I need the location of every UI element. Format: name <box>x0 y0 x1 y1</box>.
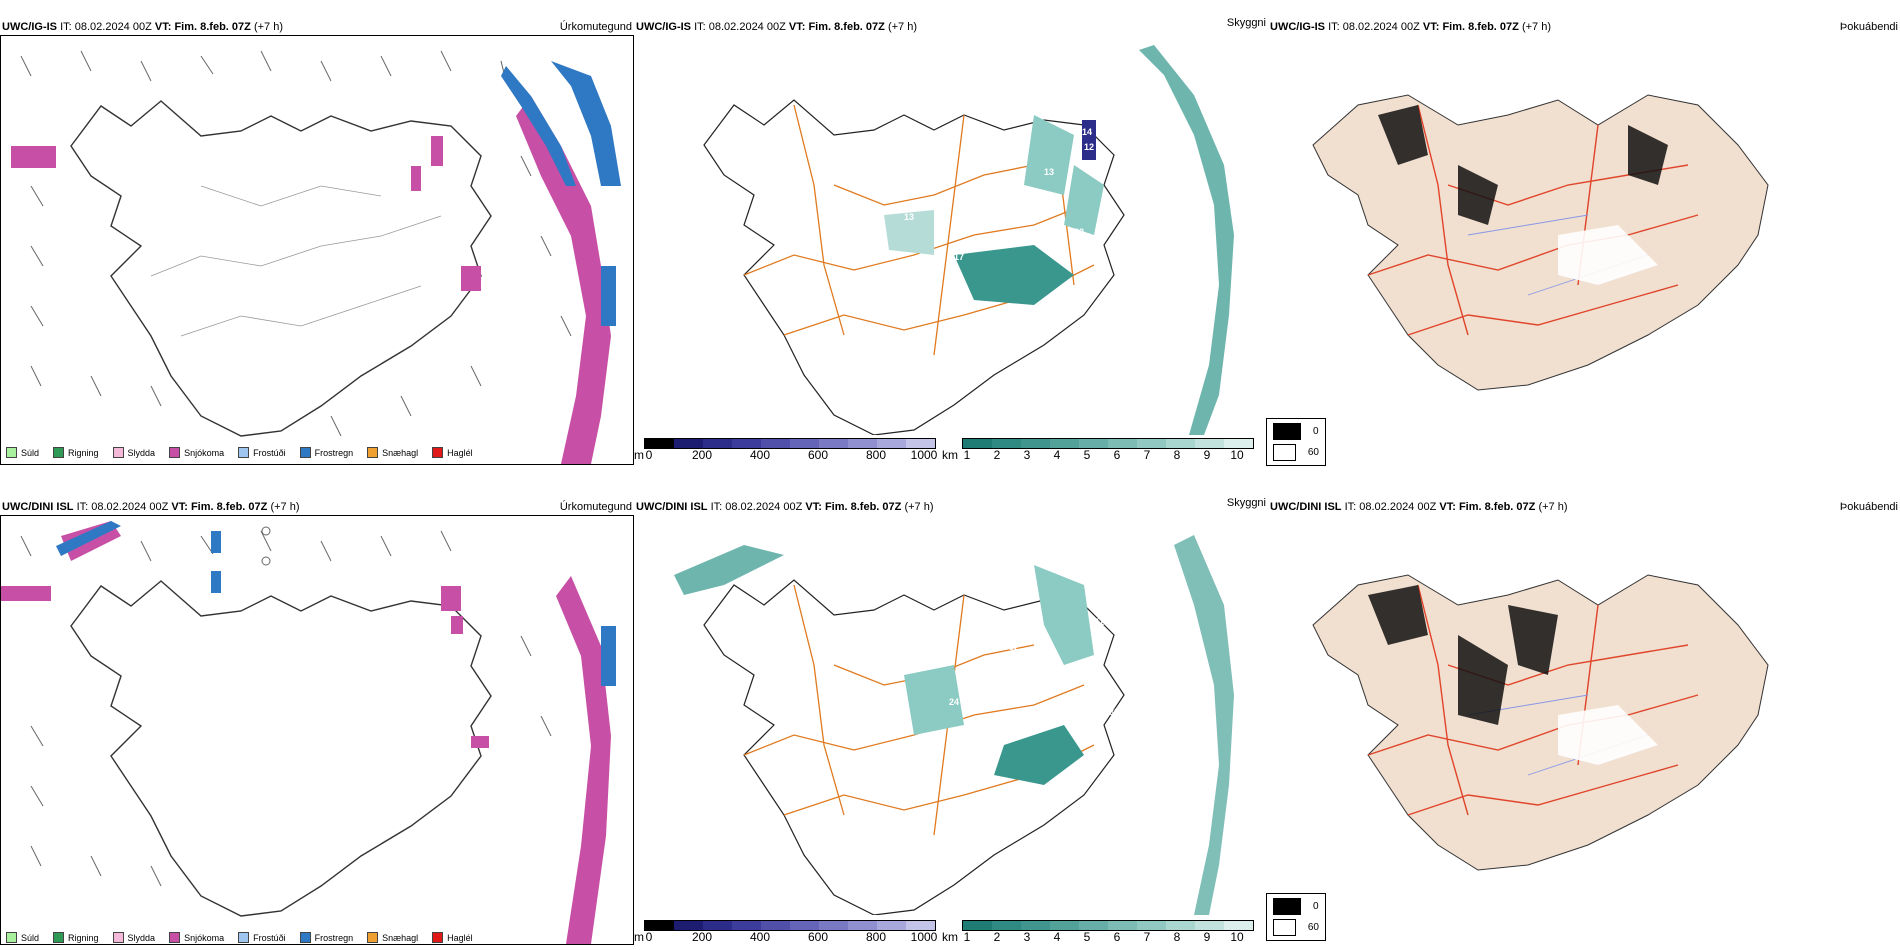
svg-text:13: 13 <box>1044 167 1054 177</box>
legend-item-snow: Snjókoma <box>169 447 224 458</box>
legend-item-hail: Haglél <box>432 932 473 943</box>
legend-item-freezing-rain: Frostregn <box>299 447 353 458</box>
fog-panel-row1: UWC/IG-IS IT: 08.02.2024 00Z VT: Fim. 8.… <box>1266 15 1900 466</box>
svg-text:14: 14 <box>1082 127 1092 137</box>
m-unit-label: m <box>634 930 644 944</box>
legend-item-freezing-drizzle: Frostúði <box>238 932 286 943</box>
svg-text:38: 38 <box>1054 662 1064 672</box>
legend-item-sleet: Slydda <box>112 447 155 458</box>
svg-text:32: 32 <box>1009 642 1019 652</box>
visibility-km-colorbar <box>962 920 1254 931</box>
visibility-map: 521 513 65 38 32 30 24 24 <box>634 515 1268 915</box>
precip-map <box>0 35 634 465</box>
svg-text:65: 65 <box>1099 632 1109 642</box>
svg-text:24: 24 <box>1114 722 1124 732</box>
legend-item-sleet: Slydda <box>112 932 155 943</box>
legend-item-snow: Snjókoma <box>169 932 224 943</box>
svg-text:203: 203 <box>1084 242 1099 252</box>
precip-legend: Súld Rigning Slydda Snjókoma Frostúði Fr… <box>6 932 483 943</box>
panel-field-label: Úrkomutegund <box>559 21 632 33</box>
panel-title: UWC/DINI ISL IT: 08.02.2024 00Z VT: Fim.… <box>636 501 934 513</box>
visibility-km-colorbar <box>962 438 1254 449</box>
visibility-panel-row1: UWC/IG-IS IT: 08.02.2024 00Z VT: Fim. 8.… <box>634 17 1268 462</box>
panel-title: UWC/DINI ISL IT: 08.02.2024 00Z VT: Fim.… <box>1270 501 1568 513</box>
visibility-m-colorbar <box>644 438 936 449</box>
visibility-m-colorbar <box>644 920 936 931</box>
legend-item-graupel: Snæhagl <box>367 447 418 458</box>
svg-text:12: 12 <box>1084 142 1094 152</box>
fog-legend: 0 60 <box>1266 418 1326 466</box>
panel-field-label: Þokuábendi <box>1839 501 1898 513</box>
legend-item-hail: Haglél <box>432 447 473 458</box>
precip-map <box>0 515 634 945</box>
precip-panel-row2: UWC/DINI ISL IT: 08.02.2024 00Z VT: Fim.… <box>0 495 634 950</box>
panel-title: UWC/IG-IS IT: 08.02.2024 00Z VT: Fim. 8.… <box>1270 21 1551 33</box>
fog-map <box>1268 515 1900 935</box>
legend-item-rain: Rigning <box>53 447 99 458</box>
fog-legend: 0 60 <box>1266 893 1326 941</box>
legend-item-graupel: Snæhagl <box>367 932 418 943</box>
svg-text:13: 13 <box>904 212 914 222</box>
legend-item-freezing-drizzle: Frostúði <box>238 447 286 458</box>
panel-field-label: Skyggni <box>1226 497 1266 509</box>
panel-field-label: Úrkomutegund <box>559 501 632 513</box>
km-unit-label: km <box>942 930 958 944</box>
svg-text:17: 17 <box>954 252 964 262</box>
panel-title: UWC/DINI ISL IT: 08.02.2024 00Z VT: Fim.… <box>2 501 300 513</box>
svg-text:24: 24 <box>949 697 959 707</box>
panel-field-label: Þokuábendi <box>1839 21 1898 33</box>
legend-item-freezing-rain: Frostregn <box>299 932 353 943</box>
fog-panel-row2: UWC/DINI ISL IT: 08.02.2024 00Z VT: Fim.… <box>1266 495 1900 950</box>
fog-map <box>1268 35 1900 455</box>
panel-title: UWC/IG-IS IT: 08.02.2024 00Z VT: Fim. 8.… <box>2 21 283 33</box>
km-unit-label: km <box>942 448 958 462</box>
visibility-panel-row2: UWC/DINI ISL IT: 08.02.2024 00Z VT: Fim.… <box>634 497 1268 944</box>
panel-field-label: Skyggni <box>1226 17 1266 29</box>
legend-item-rain: Rigning <box>53 932 99 943</box>
svg-text:30: 30 <box>1109 707 1119 717</box>
precip-panel-row1: UWC/IG-IS IT: 08.02.2024 00Z VT: Fim. 8.… <box>0 15 634 465</box>
legend-item-drizzle: Súld <box>6 447 39 458</box>
m-unit-label: m <box>634 448 644 462</box>
precip-legend: Súld Rigning Slydda Snjókoma Frostúði Fr… <box>6 447 483 458</box>
visibility-map: 14 12 13 22 203 17 13 <box>634 35 1268 435</box>
legend-item-drizzle: Súld <box>6 932 39 943</box>
svg-text:513: 513 <box>1094 617 1109 627</box>
panel-title: UWC/IG-IS IT: 08.02.2024 00Z VT: Fim. 8.… <box>636 21 917 33</box>
svg-text:22: 22 <box>1074 227 1084 237</box>
svg-text:521: 521 <box>1089 602 1104 612</box>
